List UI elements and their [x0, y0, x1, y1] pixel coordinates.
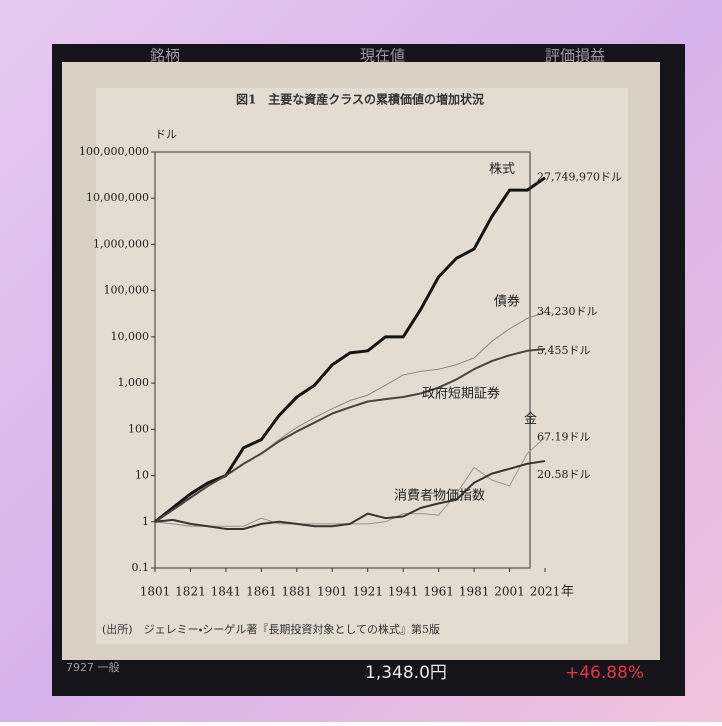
- chart-title: 図1 主要な資産クラスの累積価値の増加状況: [236, 92, 484, 107]
- series-label: 金: [524, 412, 537, 427]
- y-axis-label: ドル: [155, 128, 177, 141]
- y-tick-label: 1,000: [118, 376, 150, 389]
- y-tick-label: 100,000,000: [79, 145, 149, 158]
- series-line: [154, 348, 546, 523]
- y-tick-label: 1: [142, 515, 149, 528]
- x-tick-label: 2021: [530, 585, 561, 599]
- stock-code: 7927 一般: [66, 661, 120, 674]
- end-value-label: 34,230ドル: [537, 305, 598, 318]
- x-tick-label: 1821: [175, 585, 206, 599]
- x-tick-label: 1981: [459, 585, 490, 599]
- end-value-label: 67.19ドル: [537, 430, 591, 443]
- y-tick-label: 10,000,000: [86, 191, 149, 204]
- plot-frame: [154, 151, 531, 569]
- end-value-label: 5,455ドル: [537, 344, 591, 357]
- x-tick-label: 1901: [317, 585, 348, 599]
- stock-price: 1,348.0円: [365, 663, 447, 683]
- column-header: 現在値: [360, 47, 405, 65]
- y-tick-label: 10: [135, 469, 149, 482]
- x-axis-label: 年: [561, 585, 574, 600]
- y-tick-label: 1,000,000: [93, 237, 149, 250]
- series-line: [154, 460, 546, 530]
- x-tick-label: 1961: [423, 585, 454, 599]
- source: (出所) ジェレミー・シーゲル著『長期投資対象としての株式』第5版: [102, 622, 440, 636]
- y-tick-label: 0.1: [132, 561, 150, 574]
- x-tick-label: 1861: [246, 585, 277, 599]
- column-header: 銘柄: [150, 47, 180, 65]
- x-tick-label: 1941: [388, 585, 419, 599]
- stock-change: +46.88%: [565, 663, 644, 683]
- end-value-label: 27,749,970ドル: [537, 171, 622, 184]
- series-label: 消費者物価指数: [394, 489, 485, 504]
- x-tick-label: 1881: [282, 585, 313, 599]
- x-tick-label: 1841: [211, 585, 242, 599]
- y-tick-label: 10,000: [111, 330, 150, 343]
- y-tick-label: 100: [128, 422, 149, 435]
- series-label: 政府短期証券: [422, 387, 500, 402]
- x-tick-label: 2001: [494, 585, 525, 599]
- column-header: 評価損益: [545, 47, 605, 65]
- x-tick-label: 1921: [352, 585, 383, 599]
- series-label: 株式: [489, 162, 515, 177]
- end-value-label: 20.58ドル: [537, 468, 591, 481]
- y-tick-label: 100,000: [104, 284, 150, 297]
- x-tick-label: 1801: [140, 585, 171, 599]
- series-label: 債券: [494, 295, 520, 310]
